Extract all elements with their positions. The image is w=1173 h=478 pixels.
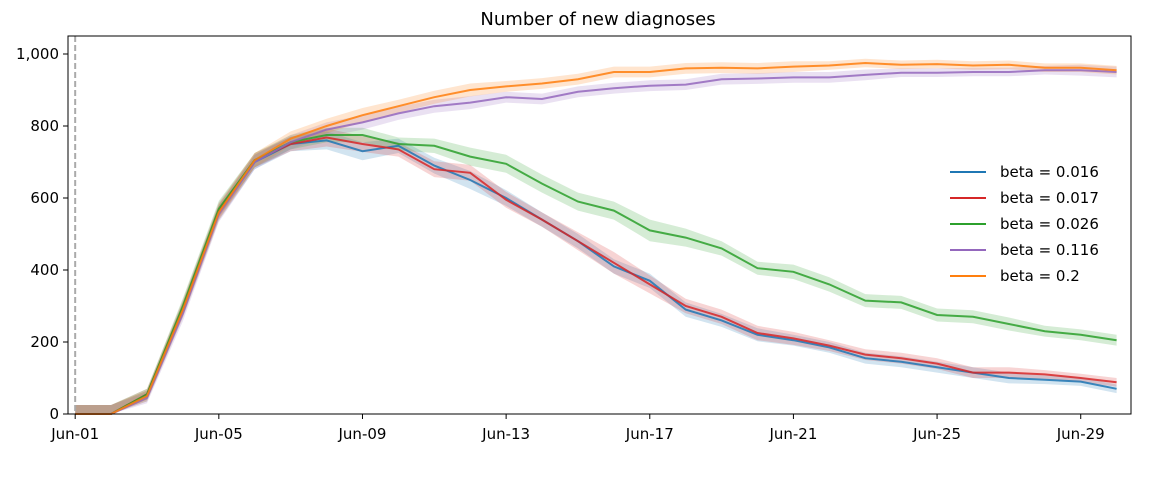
- x-tick-label: Jun-05: [194, 425, 243, 443]
- y-tick-label: 800: [30, 117, 59, 135]
- series-line-3: [75, 69, 1117, 415]
- legend-label-1: beta = 0.017: [1000, 189, 1099, 207]
- series-line-4: [75, 61, 1117, 415]
- confidence-bands: [75, 58, 1117, 415]
- legend: beta = 0.016 beta = 0.017 beta = 0.026 beta…: [950, 163, 1099, 285]
- x-tick-label: Jun-13: [481, 425, 530, 443]
- x-tick-label: Jun-25: [912, 425, 961, 443]
- legend-label-2: beta = 0.026: [1000, 215, 1099, 233]
- legend-label-4: beta = 0.2: [1000, 267, 1080, 285]
- legend-label-3: beta = 0.116: [1000, 241, 1099, 259]
- confidence-band-3: [75, 64, 1117, 415]
- x-tick-label: Jun-17: [625, 425, 674, 443]
- y-tick-label: 1,000: [16, 45, 59, 63]
- y-tick-label: 400: [30, 261, 59, 279]
- y-tick-label: 200: [30, 333, 59, 351]
- legend-label-0: beta = 0.016: [1000, 163, 1099, 181]
- confidence-band-4: [75, 58, 1117, 414]
- y-tick-label: 0: [49, 405, 59, 423]
- x-tick-label: Jun-01: [50, 425, 99, 443]
- axes: 0 200 400 600 800 1,000 Jun-01 Jun-05 Jun-09 Jun-…: [16, 35, 1132, 443]
- x-tick-label: Jun-21: [768, 425, 817, 443]
- x-tick-label: Jun-09: [338, 425, 387, 443]
- plot-frame: [67, 35, 1132, 415]
- x-tick-label: Jun-29: [1056, 425, 1105, 443]
- chart-title: Number of new diagnoses: [480, 9, 715, 30]
- series-lines: [75, 61, 1117, 415]
- y-tick-label: 600: [30, 189, 59, 207]
